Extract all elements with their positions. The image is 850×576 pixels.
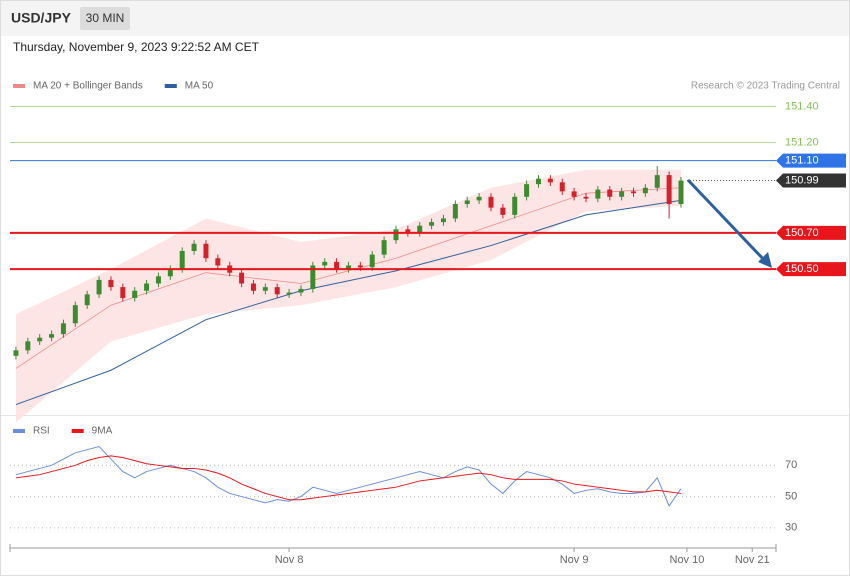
candle-body — [417, 225, 423, 233]
header-bar — [1, 1, 849, 36]
candle-body — [37, 337, 43, 342]
legend-label: MA 50 — [185, 81, 214, 92]
candle-body — [144, 283, 150, 291]
candle-body — [298, 288, 304, 293]
candle-body — [84, 294, 90, 306]
level-tag — [776, 262, 846, 277]
candle-body — [583, 196, 589, 199]
candle-body — [619, 191, 625, 197]
level-label: 151.20 — [785, 136, 819, 148]
level-label: 150.50 — [785, 263, 819, 275]
credit: Research © 2023 Trading Central — [691, 81, 840, 92]
level-tag — [776, 173, 846, 188]
level-label: 150.70 — [785, 227, 819, 239]
candle-body — [381, 240, 387, 255]
candle-body — [167, 269, 173, 277]
rsi-line — [15, 455, 682, 501]
candle-body — [274, 287, 280, 295]
rsi-line — [15, 446, 682, 507]
candle-body — [25, 341, 31, 351]
candle-body — [60, 323, 66, 335]
level-label: 151.40 — [785, 100, 819, 112]
candle-body — [13, 350, 19, 356]
candle-body — [179, 251, 185, 270]
y-tick-label: 30 — [785, 522, 797, 534]
candle-body — [607, 189, 613, 197]
plot: MA 20 + Bollinger Bands MA 50 151.40 151.20… — [9, 81, 846, 566]
candle-body — [250, 283, 256, 291]
candle-body — [464, 200, 470, 205]
symbol: USD/JPY — [11, 10, 72, 26]
candle-body — [132, 290, 138, 298]
legend-swatch — [164, 84, 177, 88]
candle-body — [72, 305, 78, 324]
level-tag — [776, 225, 846, 240]
candle-body — [595, 189, 601, 199]
candle-body — [345, 265, 351, 270]
candle-body — [429, 222, 435, 226]
candle-body — [571, 191, 577, 197]
level-tag — [776, 153, 846, 168]
interval[interactable]: 30 MIN — [86, 11, 125, 25]
candle-body — [310, 265, 316, 289]
candle-body — [630, 191, 636, 194]
candle-body — [535, 178, 541, 185]
candle-body — [155, 276, 161, 284]
candle-body — [666, 175, 672, 205]
candle-body — [500, 207, 506, 215]
candle-body — [120, 287, 126, 298]
candle-body — [452, 204, 458, 219]
y-tick-label: 70 — [785, 459, 797, 471]
candle-body — [262, 287, 268, 291]
candle-body — [49, 334, 55, 338]
candle-body — [476, 196, 482, 201]
candle-body — [559, 182, 565, 192]
candle-body — [322, 261, 328, 266]
candle-body — [108, 279, 114, 288]
x-tick-label: Nov 21 — [735, 554, 770, 566]
legend-label: MA 20 + Bollinger Bands — [33, 81, 143, 92]
legend-swatch — [71, 429, 84, 433]
candle-body — [642, 187, 648, 194]
candle-body — [524, 184, 530, 197]
candle-body — [405, 229, 411, 233]
ma50-line — [15, 199, 682, 406]
candle-body — [191, 243, 197, 251]
legend-swatch — [13, 429, 25, 433]
candle-body — [96, 279, 102, 295]
candle-body — [512, 196, 518, 215]
candle-body — [215, 258, 221, 266]
level-label: 150.99 — [785, 174, 819, 186]
candle-body — [440, 218, 446, 223]
candle-body — [334, 261, 340, 270]
legend-swatch — [13, 84, 25, 88]
forecast-arrow — [686, 178, 768, 264]
candle-body — [203, 243, 209, 259]
candle-body — [547, 178, 553, 183]
candle-body — [239, 272, 245, 284]
level-label: 151.10 — [785, 155, 819, 167]
y-tick-label: 50 — [785, 490, 797, 502]
interval-badge[interactable] — [80, 7, 130, 30]
candle-body — [369, 254, 375, 268]
candle-body — [678, 180, 684, 205]
x-tick-label: Nov 8 — [275, 554, 304, 566]
candle-body — [654, 175, 660, 188]
x-tick-label: Nov 10 — [670, 554, 705, 566]
arrow-head — [758, 252, 772, 268]
candle-body — [357, 265, 363, 268]
candle-body — [393, 229, 399, 241]
timestamp: Thursday, November 9, 2023 9:22:52 AM CE… — [13, 40, 260, 54]
x-tick-label: Nov 9 — [560, 554, 589, 566]
candle-body — [488, 196, 494, 208]
legend-label: RSI — [33, 426, 50, 437]
legend-label: 9MA — [92, 426, 113, 437]
candle-body — [286, 292, 292, 295]
